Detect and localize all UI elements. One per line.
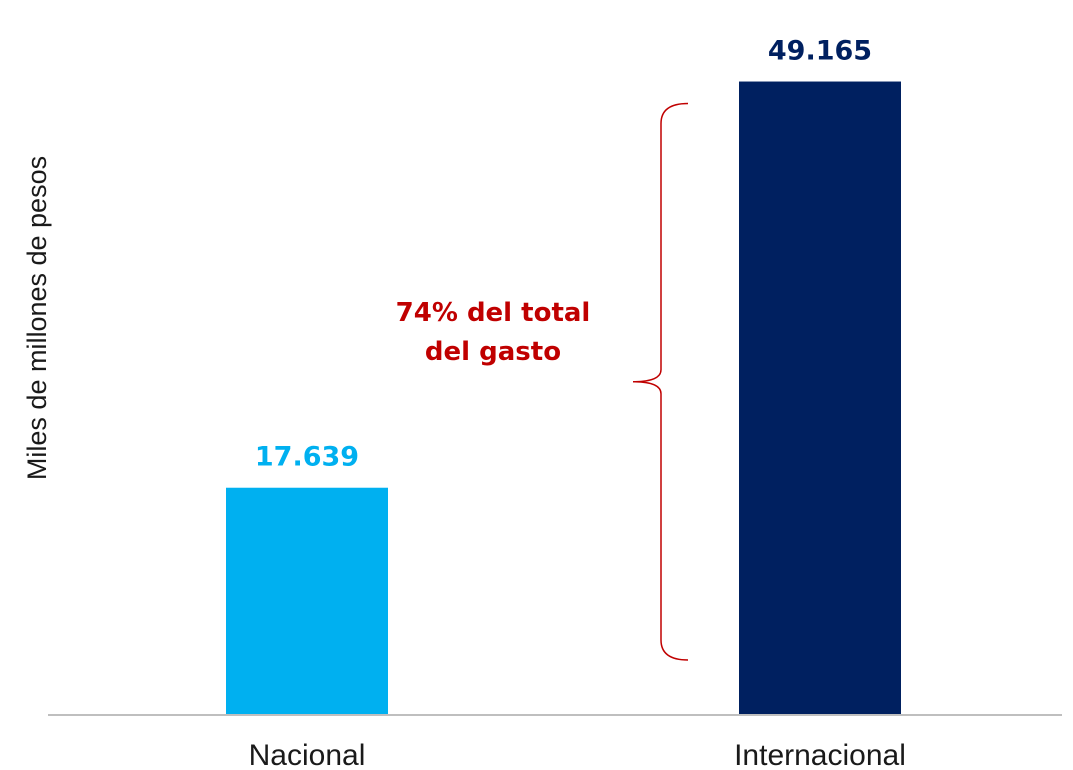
- bar-nacional: [226, 487, 388, 715]
- annotation-bracket: [632, 102, 689, 661]
- annotation-line-1: 74% del total: [396, 298, 591, 328]
- value-label-internacional: 49.165: [768, 36, 872, 67]
- bars-layer: [226, 81, 901, 715]
- curly-brace: [632, 102, 689, 661]
- annotation-line-2: del gasto: [425, 337, 561, 367]
- value-label-nacional: 17.639: [255, 442, 359, 473]
- category-label-nacional: Nacional: [249, 739, 366, 770]
- y-axis-label: Miles de millones de pesos: [22, 156, 52, 480]
- bar-internacional: [739, 81, 901, 715]
- category-label-internacional: Internacional: [734, 739, 906, 770]
